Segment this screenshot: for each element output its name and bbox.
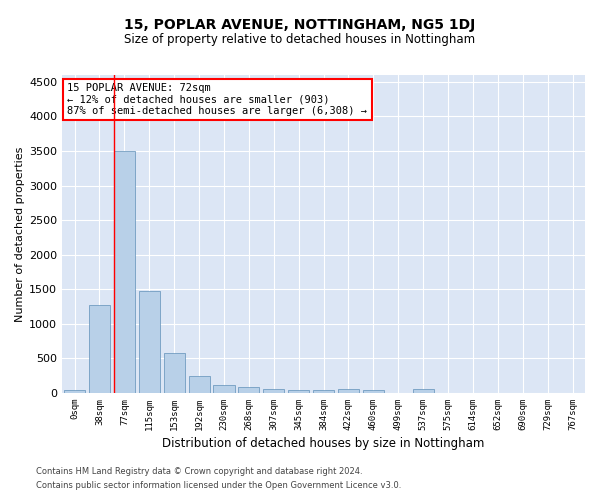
Bar bbox=[89, 305, 110, 393]
Bar bbox=[114, 151, 135, 393]
Bar bbox=[139, 292, 160, 393]
Bar bbox=[338, 389, 359, 393]
Text: Contains public sector information licensed under the Open Government Licence v3: Contains public sector information licen… bbox=[36, 481, 401, 490]
Bar bbox=[164, 353, 185, 393]
Bar bbox=[363, 390, 384, 393]
Y-axis label: Number of detached properties: Number of detached properties bbox=[15, 146, 25, 322]
Bar bbox=[288, 390, 309, 393]
Bar bbox=[413, 389, 434, 393]
Text: 15 POPLAR AVENUE: 72sqm
← 12% of detached houses are smaller (903)
87% of semi-d: 15 POPLAR AVENUE: 72sqm ← 12% of detache… bbox=[67, 83, 367, 116]
Bar bbox=[64, 390, 85, 393]
Text: 15, POPLAR AVENUE, NOTTINGHAM, NG5 1DJ: 15, POPLAR AVENUE, NOTTINGHAM, NG5 1DJ bbox=[124, 18, 476, 32]
Bar bbox=[238, 388, 259, 393]
Bar bbox=[188, 376, 209, 393]
Bar bbox=[263, 389, 284, 393]
Text: Contains HM Land Registry data © Crown copyright and database right 2024.: Contains HM Land Registry data © Crown c… bbox=[36, 467, 362, 476]
Bar bbox=[214, 385, 235, 393]
Text: Size of property relative to detached houses in Nottingham: Size of property relative to detached ho… bbox=[124, 32, 476, 46]
X-axis label: Distribution of detached houses by size in Nottingham: Distribution of detached houses by size … bbox=[163, 437, 485, 450]
Bar bbox=[313, 390, 334, 393]
